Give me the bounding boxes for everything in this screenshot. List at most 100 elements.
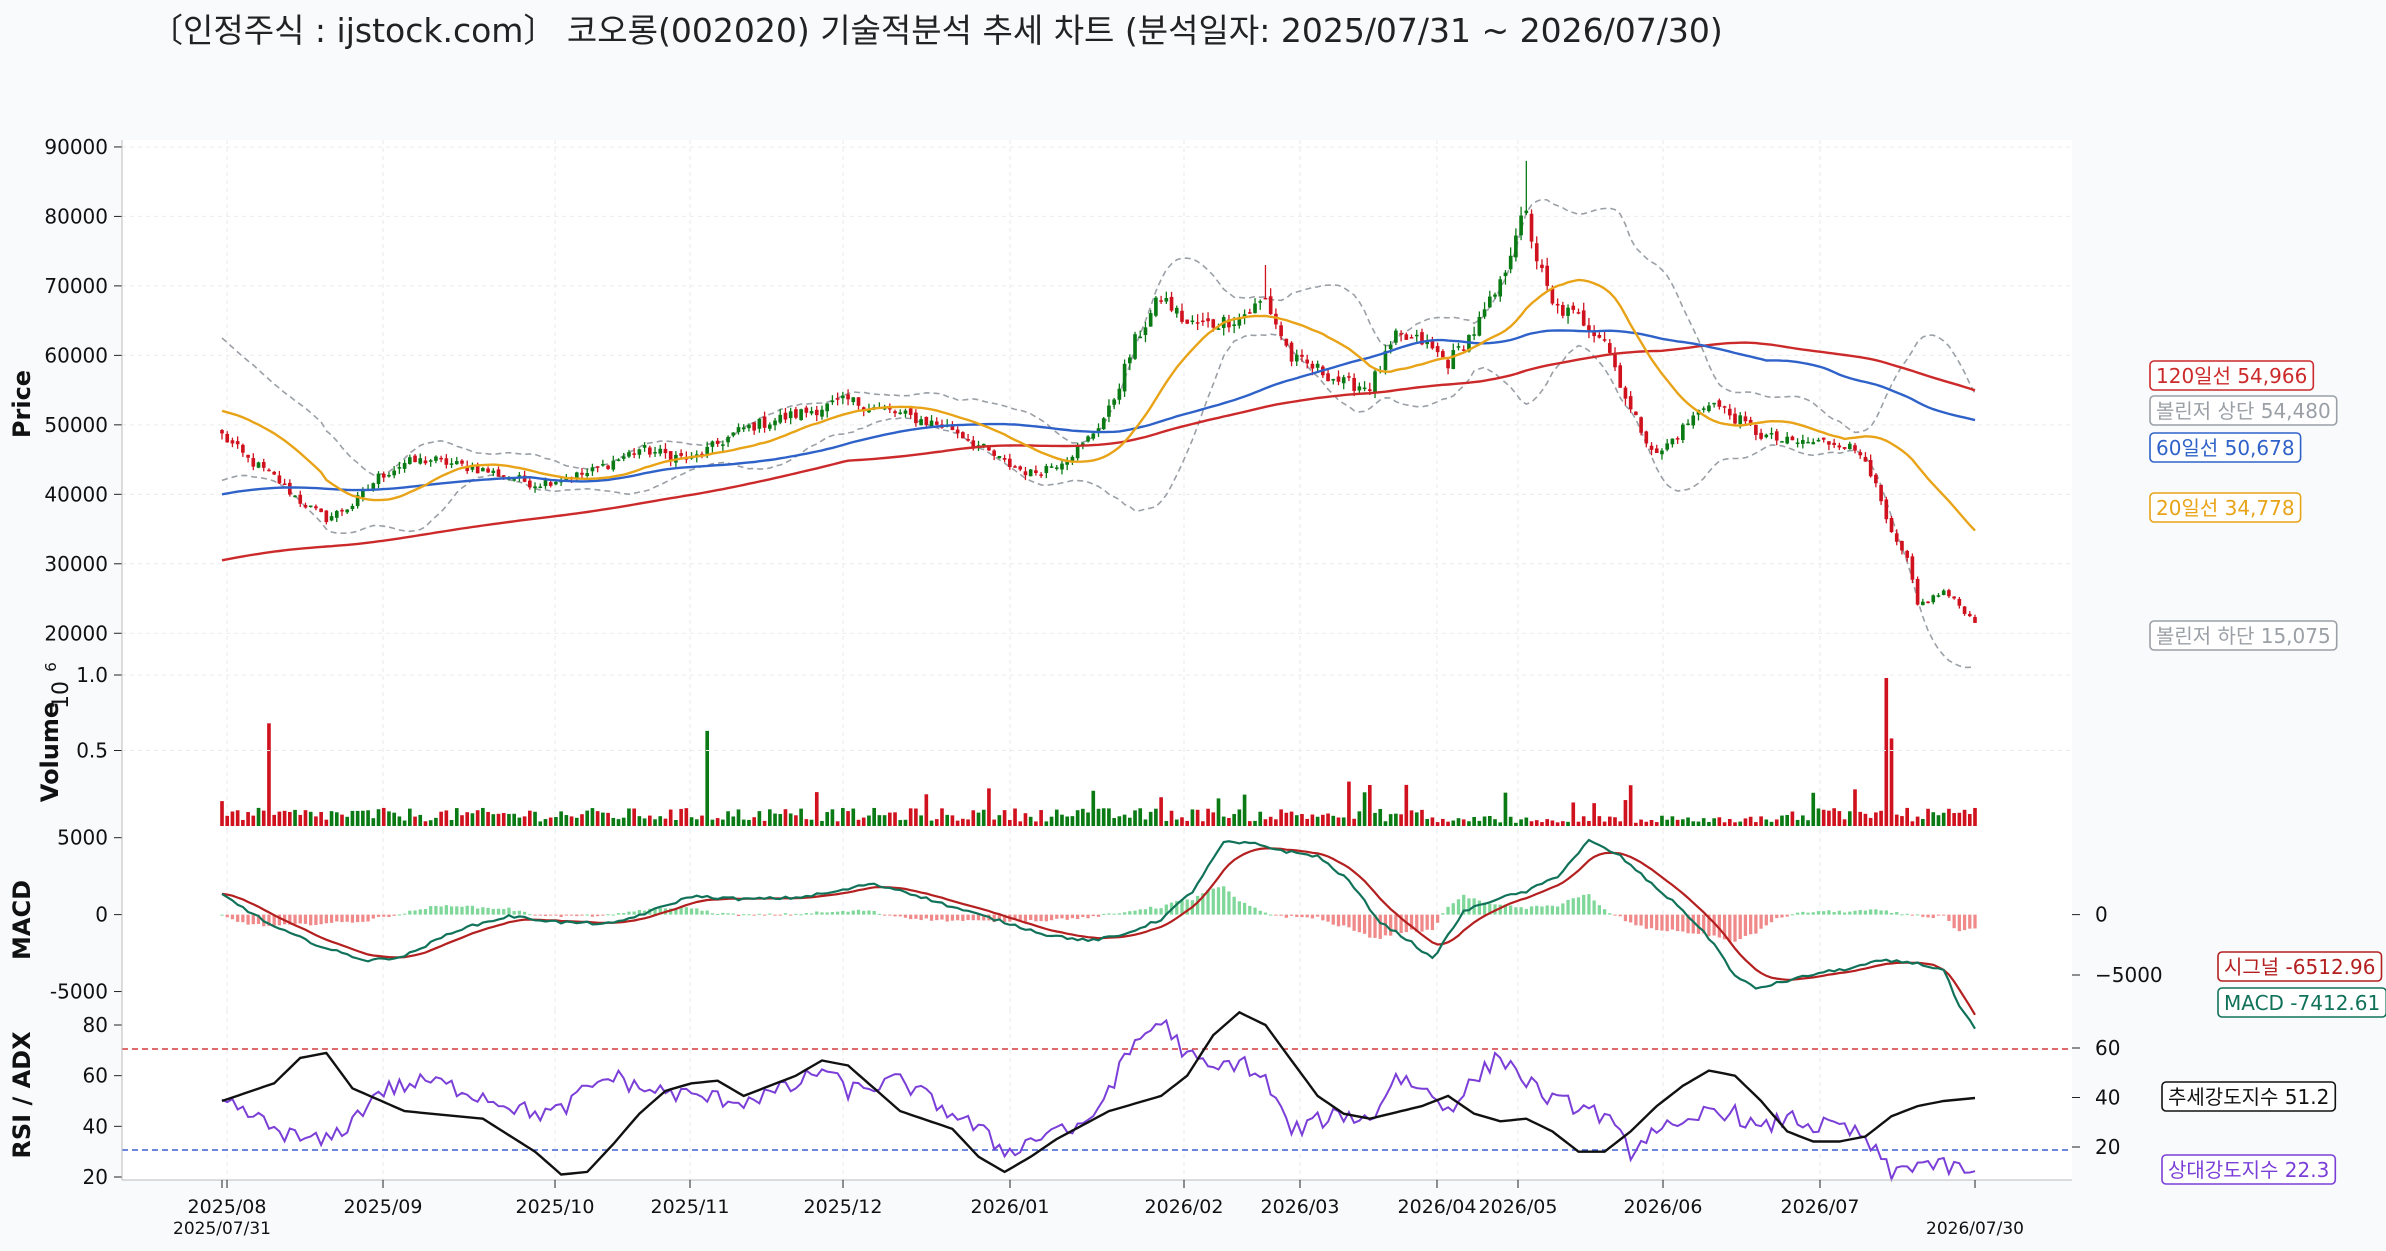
x-tick-label: 2025/08 bbox=[188, 1196, 267, 1218]
volume-bar bbox=[1294, 815, 1299, 826]
macd-histogram-bar bbox=[1582, 894, 1586, 915]
volume-bar bbox=[877, 815, 882, 826]
volume-bar bbox=[1858, 811, 1863, 826]
candle-body bbox=[1806, 441, 1810, 444]
volume-bar bbox=[726, 811, 730, 826]
volume-bar bbox=[976, 812, 981, 826]
volume-bar bbox=[334, 812, 339, 826]
macd-histogram-bar bbox=[1743, 914, 1748, 936]
volume-bar bbox=[1169, 810, 1174, 826]
macd-histogram-bar bbox=[246, 914, 250, 925]
macd-histogram-bar bbox=[1195, 895, 1200, 915]
macd-histogram-bar bbox=[1352, 914, 1356, 931]
candle-body bbox=[1759, 432, 1763, 439]
candle-body bbox=[1592, 332, 1596, 337]
volume-bar bbox=[1555, 822, 1560, 826]
volume-bar bbox=[1576, 821, 1581, 826]
volume-bar bbox=[397, 816, 402, 826]
macd-histogram-bar bbox=[1675, 914, 1680, 932]
candle-body bbox=[1967, 613, 1972, 617]
volume-bar bbox=[767, 809, 772, 826]
macd-histogram-bar bbox=[726, 913, 730, 915]
volume-bar bbox=[830, 809, 835, 826]
candle-body bbox=[799, 409, 803, 420]
candle-body bbox=[361, 490, 365, 498]
volume-bar bbox=[898, 820, 903, 826]
volume-bar bbox=[1268, 816, 1273, 826]
macd-histogram-bar bbox=[1081, 914, 1085, 917]
volume-exponent-power: 6 bbox=[42, 662, 60, 672]
macd-histogram-bar bbox=[757, 913, 762, 915]
volume-bar bbox=[637, 816, 642, 826]
macd-histogram-bar bbox=[815, 911, 819, 915]
volume-bar bbox=[1127, 817, 1132, 826]
candle-body bbox=[1529, 213, 1534, 242]
volume-bar bbox=[1837, 811, 1842, 826]
macd-histogram-bar bbox=[1639, 914, 1643, 926]
macd-histogram-bar bbox=[522, 911, 527, 915]
volume-bar bbox=[376, 809, 381, 826]
candle-body bbox=[1477, 316, 1482, 336]
candle-body bbox=[1039, 474, 1043, 476]
volume-bar bbox=[1482, 816, 1487, 826]
volume-bar bbox=[1540, 822, 1544, 826]
macd-histogram-bar bbox=[945, 914, 949, 922]
volume-bar bbox=[574, 817, 579, 826]
macd-histogram-bar bbox=[241, 914, 245, 923]
volume-bar bbox=[1326, 813, 1330, 826]
macd-histogram-bar bbox=[1555, 906, 1560, 915]
macd-histogram-bar bbox=[1211, 888, 1215, 915]
volume-bar bbox=[1274, 819, 1278, 826]
candle-body bbox=[1832, 442, 1836, 445]
macd-histogram-bar bbox=[1336, 914, 1341, 927]
candle-body bbox=[934, 421, 939, 425]
candle-body bbox=[1821, 437, 1826, 440]
candle-body bbox=[595, 466, 600, 468]
candle-body bbox=[1926, 601, 1930, 604]
candle-body bbox=[653, 452, 657, 454]
macd-histogram-bar bbox=[1451, 903, 1455, 915]
candle-body bbox=[1305, 359, 1310, 364]
macd-histogram-bar bbox=[804, 913, 808, 915]
candle-body bbox=[757, 418, 762, 429]
boll-lower-legend-box bbox=[2149, 620, 2338, 651]
volume-bar bbox=[261, 810, 266, 826]
candle-body bbox=[1018, 466, 1023, 470]
macd-histogram-bar bbox=[236, 914, 240, 922]
price-tick-label: 30000 bbox=[44, 552, 108, 576]
volume-bar bbox=[1201, 821, 1205, 826]
volume-bar bbox=[282, 810, 287, 826]
candle-body bbox=[762, 416, 767, 428]
candle-body bbox=[710, 441, 715, 447]
panel-rsi-background bbox=[122, 1010, 2072, 1180]
macd-histogram-bar bbox=[1227, 891, 1231, 915]
candle-body bbox=[825, 403, 830, 412]
macd-histogram-bar bbox=[1342, 914, 1346, 926]
volume-bar bbox=[1060, 814, 1064, 826]
macd-histogram-bar bbox=[397, 914, 402, 916]
volume-bar bbox=[627, 808, 631, 826]
ma20-legend-text: 20일선 34,778 bbox=[2156, 496, 2295, 520]
candle-body bbox=[1660, 450, 1664, 455]
volume-bar bbox=[1065, 816, 1070, 826]
candle-body bbox=[246, 454, 250, 458]
x-tick-label: 2026/04 bbox=[1398, 1196, 1477, 1218]
candle-body bbox=[1268, 296, 1273, 315]
volume-bar bbox=[1049, 816, 1054, 826]
macd-histogram-bar bbox=[1206, 889, 1210, 915]
volume-bar bbox=[1107, 808, 1111, 826]
candle-body bbox=[1383, 350, 1388, 370]
price-axis-label: Price bbox=[8, 370, 36, 438]
macd-histogram-bar bbox=[402, 913, 407, 915]
candle-body bbox=[470, 466, 475, 470]
volume-bar bbox=[835, 821, 840, 826]
volume-bar bbox=[501, 812, 506, 826]
macd-histogram-bar bbox=[502, 908, 506, 915]
volume-bar bbox=[893, 812, 897, 826]
volume-bar bbox=[1618, 821, 1623, 826]
signal-legend: 시그널 -6512.96 bbox=[2217, 951, 2383, 982]
volume-bar bbox=[496, 813, 501, 826]
candle-body bbox=[981, 443, 986, 446]
volume-bar bbox=[1884, 678, 1889, 826]
candle-body bbox=[392, 470, 396, 476]
